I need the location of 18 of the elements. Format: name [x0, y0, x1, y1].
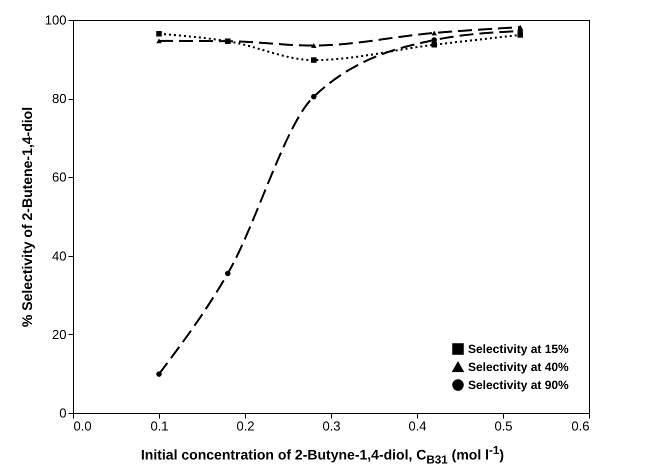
legend-label: Selectivity at 40% — [468, 360, 570, 374]
y-tick-label: 60 — [52, 170, 66, 185]
x-tick-label: 0.0 — [74, 418, 92, 434]
x-tick-label: 0.3 — [322, 418, 341, 434]
x-axis-title: Initial concentration of 2-Butyne-1,4-diol, C$_{B31}$ (mol l$^{-1}$) — [140, 444, 506, 466]
y-axis-title: % Selectivity of 2-Butene-1,4-diol — [18, 106, 35, 328]
x-tick-label: 0.1 — [150, 418, 169, 434]
legend-label: Selectivity at 90% — [468, 378, 570, 392]
y-tick-label: 20 — [52, 326, 66, 342]
x-tick-label: 0.2 — [236, 418, 255, 434]
y-tick-label: 40 — [52, 248, 66, 264]
x-tick-label: 0.4 — [408, 418, 427, 434]
x-tick-label: 0.5 — [494, 418, 513, 434]
y-tick-label: 80 — [52, 91, 66, 106]
x-tick-label: 0.6 — [571, 418, 590, 434]
legend-label: Selectivity at 15% — [468, 342, 570, 356]
y-tick-label: 0 — [59, 406, 66, 420]
y-tick-label: 100 — [44, 12, 66, 28]
